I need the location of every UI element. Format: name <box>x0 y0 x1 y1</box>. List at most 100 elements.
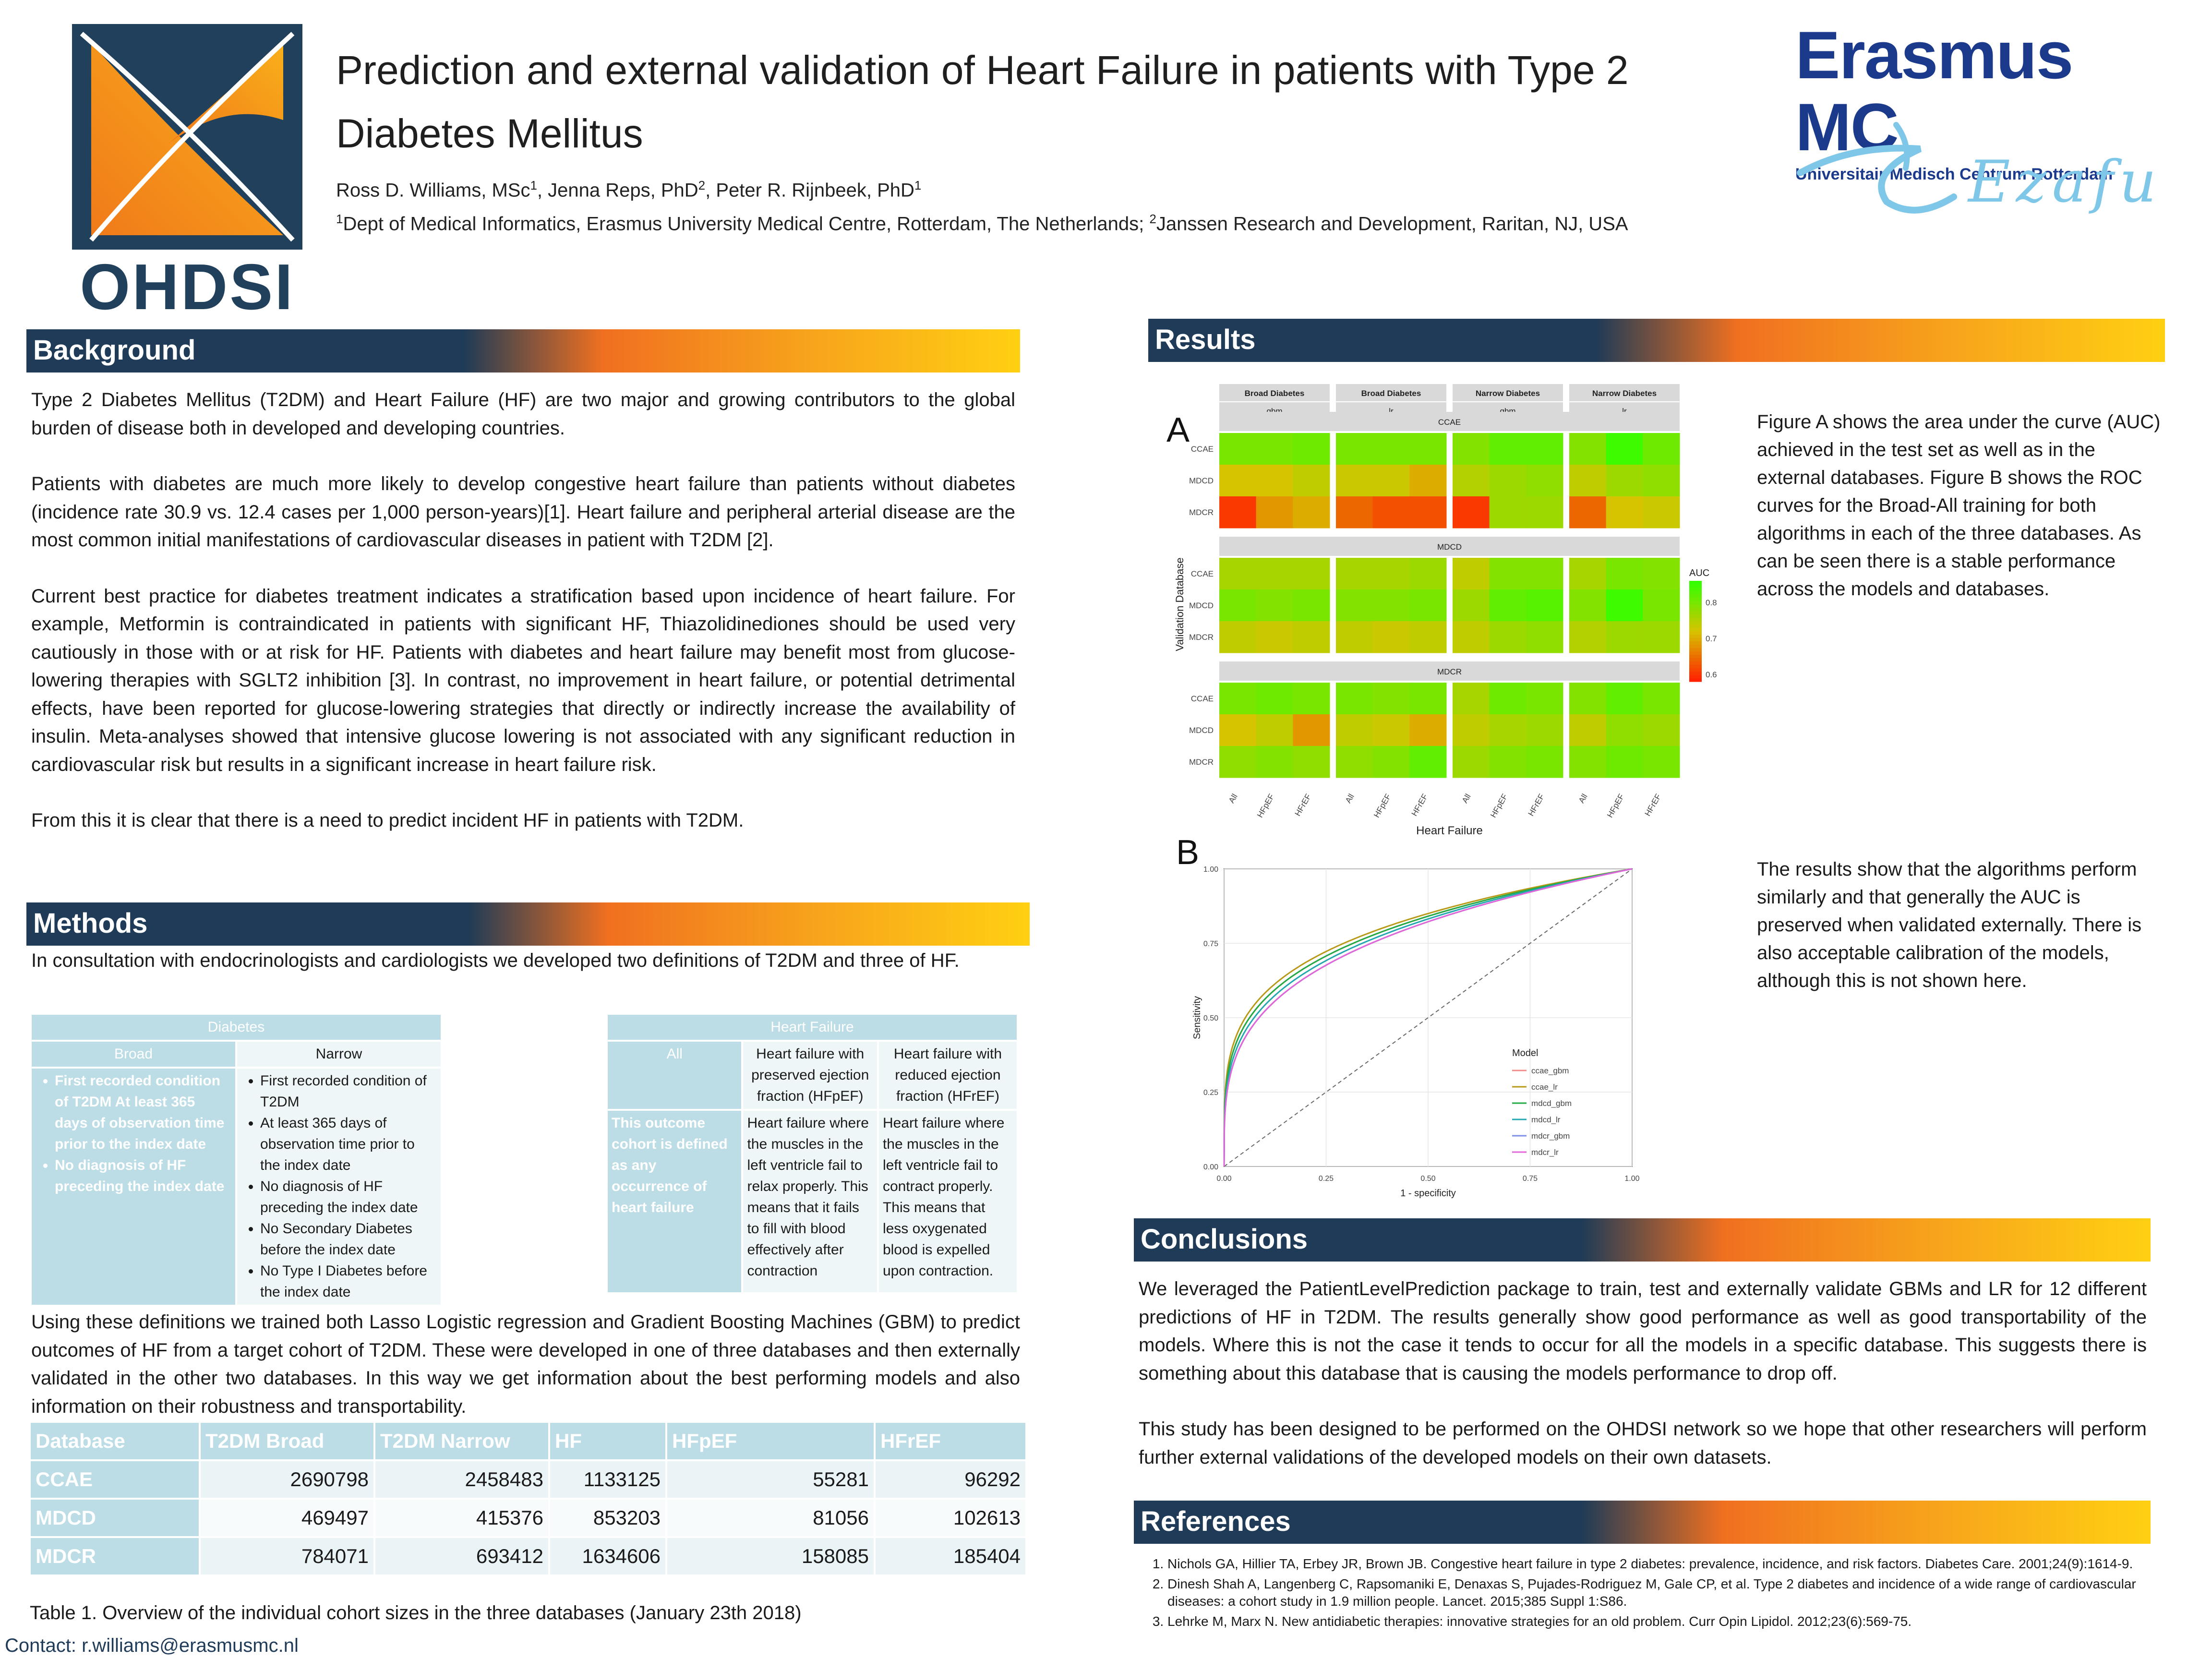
diabetes-definition-table: Diabetes Broad Narrow First recorded con… <box>30 1013 443 1307</box>
erasmus-subtitle: Universitair Medisch Centrum Rotterdam <box>1795 165 2113 183</box>
heatmap-cell <box>1526 746 1563 778</box>
author-sup: 2 <box>698 178 706 192</box>
broad-criterion: No diagnosis of HF preceding the index d… <box>55 1155 231 1197</box>
panel-label-a: A <box>1166 411 1190 449</box>
heatmap-cell <box>1453 496 1490 529</box>
heatmap-cell <box>1372 683 1410 715</box>
heatmap-cell <box>1569 433 1607 465</box>
y-tick-label: MDCD <box>1189 726 1214 735</box>
y-tick-label: CCAE <box>1191 445 1214 454</box>
heatmap-cell <box>1453 746 1490 778</box>
legend-color-step <box>1689 648 1702 652</box>
methods-paragraph: In consultation with endocrinologists an… <box>31 950 960 971</box>
x-tick-label: HFrEF <box>1293 793 1313 818</box>
heatmap-cell <box>1336 746 1373 778</box>
x-tick-label: HFpEF <box>1489 793 1509 819</box>
heatmap-cell <box>1489 558 1527 590</box>
table-row: MDCD 469497 415376 853203 81056 102613 <box>29 1498 1027 1538</box>
diabetes-col-broad: Broad <box>30 1040 237 1069</box>
facet-strip-name <box>1453 384 1563 401</box>
results-heading-banner: Results <box>1148 319 2165 362</box>
reference-item: Nichols GA, Hillier TA, Erbey JR, Brown … <box>1167 1555 2156 1573</box>
author-block: Ross D. Williams, MSc1, Jenna Reps, PhD2… <box>336 171 1628 239</box>
heatmap-cell <box>1526 714 1563 746</box>
heatmap-cell <box>1409 589 1447 622</box>
heatmap-cell <box>1293 683 1330 715</box>
heatmap-cell <box>1526 683 1563 715</box>
legend-color-step <box>1689 635 1702 638</box>
heatmap-cell <box>1293 496 1330 529</box>
legend-color-step <box>1689 614 1702 618</box>
heatmap-cell <box>1526 621 1563 653</box>
x-tick-label: HFpEF <box>1372 793 1393 819</box>
legend-color-step <box>1689 625 1702 628</box>
heatmap-cell <box>1293 746 1330 778</box>
heatmap-cell <box>1256 621 1293 653</box>
x-tick-label: HFrEF <box>1643 793 1663 818</box>
heatmap-cell <box>1372 589 1410 622</box>
facet-column-label: Narrow Diabetes <box>1476 389 1540 398</box>
counts-cell: 55281 <box>665 1459 876 1500</box>
roc-series-line <box>1223 868 1633 1167</box>
heatmap-cell <box>1256 746 1293 778</box>
facet-model-label: lr <box>1622 407 1627 416</box>
heatmap-cell <box>1219 621 1257 653</box>
results-text-a: Figure A shows the area under the curve … <box>1757 411 2161 600</box>
legend-entry: ccae_gbm <box>1531 1066 1569 1075</box>
heatmap-cell <box>1219 683 1257 715</box>
ohdsi-logo-text: OHDSI <box>80 251 295 323</box>
heatmap-cell <box>1526 496 1563 529</box>
heatmap-cell <box>1606 496 1643 529</box>
heatmap-cell <box>1489 621 1527 653</box>
heatmap-cell <box>1453 433 1490 465</box>
references-section: Nichols GA, Hillier TA, Erbey JR, Brown … <box>1134 1555 2156 1633</box>
references-heading-banner: References <box>1134 1501 2151 1544</box>
legend-color-step <box>1689 611 1702 615</box>
counts-cell: 784071 <box>199 1536 375 1576</box>
facet-strip-name <box>1219 384 1330 401</box>
heatmap-cell <box>1219 433 1257 465</box>
heatmap-cell <box>1336 621 1373 653</box>
hf-hfref-definition: Heart failure where the muscles in the l… <box>877 1109 1019 1294</box>
roc-series-line <box>1223 868 1633 1167</box>
facet-row-label: CCAE <box>1438 418 1461 427</box>
heatmap-cell <box>1526 558 1563 590</box>
references-heading: References <box>1141 1506 1291 1537</box>
heatmap-cell <box>1293 589 1330 622</box>
heatmap-cell <box>1336 589 1373 622</box>
counts-db: MDCR <box>29 1536 201 1576</box>
heatmap-cell <box>1643 465 1680 497</box>
heatmap-cell <box>1489 746 1527 778</box>
hf-col-hfpef: Heart failure with preserved ejection fr… <box>741 1040 879 1111</box>
facet-column-label: Broad Diabetes <box>1361 389 1421 398</box>
narrow-criterion: No diagnosis of HF preceding the index d… <box>260 1176 437 1218</box>
facet-row-strip <box>1219 661 1680 681</box>
heatmap-cell <box>1372 621 1410 653</box>
legend-title: Model <box>1512 1048 1538 1058</box>
x-tick-label: 0.00 <box>1216 1175 1231 1183</box>
legend-color-step <box>1689 598 1702 601</box>
legend-entry: mdcd_lr <box>1531 1115 1561 1124</box>
hf-all-definition: This outcome cohort is defined as any oc… <box>605 1109 744 1294</box>
heatmap-cell <box>1256 714 1293 746</box>
counts-cell: 158085 <box>665 1536 876 1576</box>
y-axis-label: Sensitivity <box>1192 996 1202 1039</box>
heatmap-cell <box>1569 589 1607 622</box>
x-tick-label: All <box>1577 793 1589 805</box>
background-paragraph: From this it is clear that there is a ne… <box>31 810 744 831</box>
heatmap-cell <box>1219 746 1257 778</box>
chance-diagonal <box>1224 868 1633 1167</box>
y-tick-label: 0.00 <box>1203 1163 1218 1171</box>
legend-color-step <box>1689 601 1702 605</box>
facet-column-label: Broad Diabetes <box>1245 389 1305 398</box>
heatmap-cell <box>1453 683 1490 715</box>
roc-series-line <box>1223 868 1633 1167</box>
affiliation-2: Janssen Research and Development, Rarita… <box>1156 213 1628 235</box>
heatmap-cell <box>1409 465 1447 497</box>
legend-title: AUC <box>1689 568 1709 578</box>
counts-db: CCAE <box>29 1459 201 1500</box>
hf-col-hfref: Heart failure with reduced ejection frac… <box>877 1040 1019 1111</box>
narrow-criterion: No Secondary Diabetes before the index d… <box>260 1218 437 1261</box>
legend-color-step <box>1689 608 1702 612</box>
